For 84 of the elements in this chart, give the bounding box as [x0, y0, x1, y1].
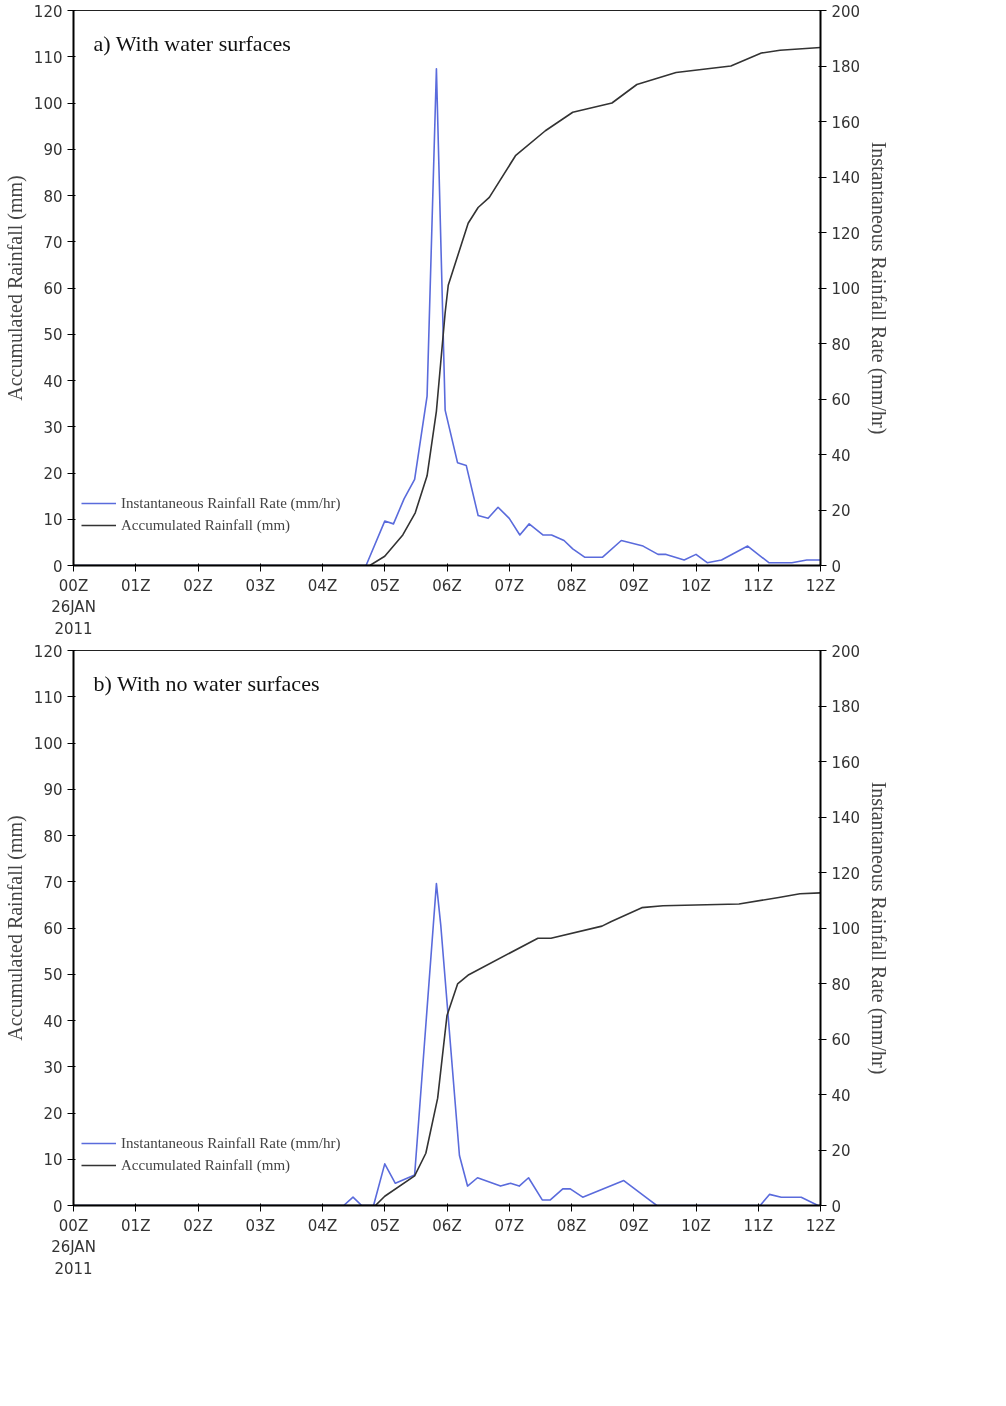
- y-tick-label: 80: [43, 187, 63, 206]
- text: b) With no water surfaces: [93, 670, 320, 696]
- y-tick-label: 0: [52, 1197, 63, 1216]
- y-tick-label: 40: [43, 372, 63, 391]
- x-tick-label: 03Z: [245, 1216, 275, 1235]
- y2-axis-title: Instantaneous Rainfall Rate (mm/hr): [867, 781, 891, 1075]
- y2-tick-label: 80: [831, 335, 851, 354]
- text: a) With water surfaces: [93, 30, 291, 56]
- y2-tick-label: 0: [831, 1197, 842, 1216]
- y-tick-label: 30: [43, 1058, 63, 1077]
- y-tick-label: 20: [43, 1105, 63, 1123]
- x-tick-label: 06Z: [432, 576, 462, 595]
- x-tick-label: 03Z: [245, 576, 275, 595]
- x-tick-label: 08Z: [556, 576, 587, 595]
- y-tick-label: 60: [43, 920, 63, 938]
- y-tick-label: 90: [43, 781, 63, 800]
- x-tick-label: 09Z: [619, 1216, 649, 1235]
- y-tick-label: 10: [43, 511, 63, 530]
- x-tick-label: 00Z 26JAN 2011: [51, 576, 96, 638]
- x-tick-label: 04Z: [307, 576, 338, 595]
- x-tick-label: 05Z: [370, 1216, 400, 1235]
- x-tick-label: 07Z: [494, 1216, 524, 1235]
- y-tick-label: 50: [43, 966, 63, 985]
- y2-tick-label: 100: [831, 920, 861, 938]
- y-tick-label: 100: [33, 95, 63, 113]
- y2-tick-label: 200: [831, 2, 861, 21]
- x-tick-label: 10Z: [681, 1216, 711, 1235]
- x-tick-label: 08Z: [556, 1216, 587, 1235]
- y2-tick-label: 40: [831, 446, 851, 465]
- x-tick-label: 00Z 26JAN 2011: [51, 1216, 96, 1278]
- x-tick-label: 11Z: [743, 576, 773, 595]
- y2-tick-label: 100: [831, 280, 861, 298]
- y2-tick-label: 120: [831, 224, 861, 243]
- y2-tick-label: 60: [831, 391, 851, 409]
- y2-tick-label: 20: [831, 502, 851, 520]
- legend-label: Instantaneous Rainfall Rate (mm/hr): [121, 1134, 341, 1152]
- y2-tick-label: 20: [831, 1142, 851, 1160]
- x-tick-label: 04Z: [307, 1216, 338, 1235]
- legend-label: Accumulated Rainfall (mm): [121, 1156, 291, 1174]
- y-tick-label: 10: [43, 1151, 63, 1170]
- x-tick-label: 01Z: [121, 1216, 151, 1235]
- y2-tick-label: 120: [831, 864, 861, 883]
- legend-label: Instantaneous Rainfall Rate (mm/hr): [121, 494, 341, 512]
- y-tick-label: 40: [43, 1012, 63, 1031]
- x-tick-label: 02Z: [183, 1216, 213, 1235]
- y-tick-label: 0: [52, 557, 63, 576]
- y-tick-label: 60: [43, 280, 63, 298]
- y2-tick-label: 0: [831, 557, 842, 576]
- y2-tick-label: 180: [831, 58, 861, 76]
- x-tick-label: 09Z: [619, 576, 649, 595]
- y2-tick-label: 60: [831, 1031, 851, 1049]
- y2-tick-label: 160: [831, 753, 861, 772]
- y-tick-label: 120: [33, 2, 63, 21]
- x-tick-label: 01Z: [121, 576, 151, 595]
- x-tick-label: 07Z: [494, 576, 524, 595]
- x-tick-label: 11Z: [743, 1216, 773, 1235]
- x-tick-label: 12Z: [805, 576, 836, 595]
- legend-label: Accumulated Rainfall (mm): [121, 516, 291, 534]
- y-tick-label: 90: [43, 141, 63, 160]
- y2-tick-label: 140: [831, 169, 861, 187]
- y2-tick-label: 160: [831, 113, 861, 132]
- y-tick-label: 20: [43, 465, 63, 483]
- x-tick-label: 02Z: [183, 576, 213, 595]
- y2-tick-label: 40: [831, 1086, 851, 1105]
- y-tick-label: 30: [43, 418, 63, 437]
- y-axis-title: Accumulated Rainfall (mm): [3, 815, 27, 1041]
- y-tick-label: 110: [33, 688, 63, 707]
- x-tick-label: 12Z: [805, 1216, 836, 1235]
- x-tick-label: 10Z: [681, 576, 711, 595]
- y-tick-label: 110: [33, 48, 63, 67]
- y2-axis-title: Instantaneous Rainfall Rate (mm/hr): [867, 141, 891, 435]
- y2-tick-label: 140: [831, 809, 861, 827]
- y-tick-label: 50: [43, 326, 63, 345]
- y2-tick-label: 180: [831, 698, 861, 716]
- y-tick-label: 80: [43, 827, 63, 846]
- x-tick-label: 05Z: [370, 576, 400, 595]
- y-axis-title: Accumulated Rainfall (mm): [3, 175, 27, 401]
- y-tick-label: 100: [33, 735, 63, 753]
- y-tick-label: 120: [33, 642, 63, 661]
- y2-tick-label: 80: [831, 975, 851, 994]
- x-tick-label: 06Z: [432, 1216, 462, 1235]
- y2-tick-label: 200: [831, 642, 861, 661]
- y-tick-label: 70: [43, 873, 63, 892]
- y-tick-label: 70: [43, 233, 63, 252]
